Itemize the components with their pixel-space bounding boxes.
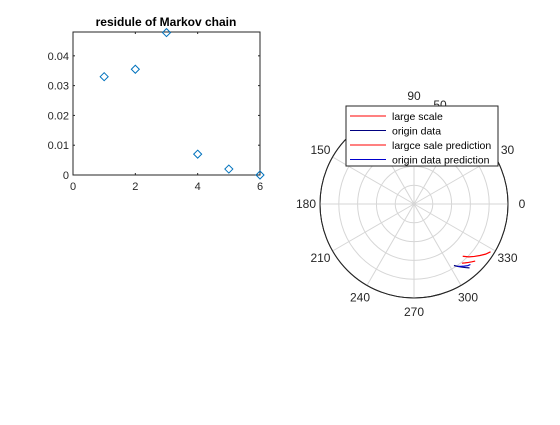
polar-theta-labels: 0306090120150180210240270300330 xyxy=(296,89,526,319)
scatter-y-ticks: 0 0.01 0.02 0.03 0.04 xyxy=(48,51,260,182)
x-tick-label: 2 xyxy=(132,181,138,193)
scatter-point xyxy=(130,64,141,74)
y-tick-label: 0.03 xyxy=(48,81,69,93)
polar-series xyxy=(453,251,491,269)
y-tick-label: 0.04 xyxy=(48,51,69,63)
polar-chart: 0306090120150180210240270300330 50 large… xyxy=(296,89,526,319)
polar-theta-label: 180 xyxy=(296,197,316,211)
polar-series-line-2 xyxy=(461,260,476,264)
polar-spoke xyxy=(366,203,415,286)
legend-label: origin data prediction xyxy=(392,155,490,167)
polar-theta-label: 270 xyxy=(404,305,424,319)
scatter-points xyxy=(99,27,265,180)
y-tick-label: 0.01 xyxy=(48,140,69,152)
legend-label: origin data xyxy=(392,126,441,138)
scatter-point xyxy=(99,71,109,82)
y-tick-label: 0 xyxy=(63,170,69,182)
polar-spoke xyxy=(413,203,462,286)
legend-label: largce sale prediction xyxy=(392,140,491,152)
scatter-axes-box xyxy=(72,31,261,176)
polar-series-line-1 xyxy=(453,264,470,269)
polar-theta-label: 240 xyxy=(350,291,370,305)
scatter-point xyxy=(255,170,265,180)
x-tick-label: 0 xyxy=(70,181,76,193)
polar-theta-label: 0 xyxy=(519,197,526,211)
scatter-point xyxy=(192,149,203,159)
polar-theta-label: 30 xyxy=(501,143,515,157)
polar-legend: large scale origin data largce sale predic… xyxy=(345,105,499,167)
polar-series-line-3 xyxy=(457,263,471,267)
x-tick-label: 4 xyxy=(195,181,201,193)
scatter-point xyxy=(161,27,172,38)
polar-spoke xyxy=(413,203,496,252)
y-tick-label: 0.02 xyxy=(48,110,69,122)
scatter-point xyxy=(224,164,234,174)
polar-spoke xyxy=(332,203,415,252)
polar-series-line-0 xyxy=(462,251,491,258)
polar-theta-label: 90 xyxy=(407,89,421,103)
scatter-title: residule of Markov chain xyxy=(96,15,237,29)
polar-theta-label: 210 xyxy=(310,251,330,265)
scatter-x-ticks: 0 2 4 6 xyxy=(70,32,263,193)
polar-theta-label: 300 xyxy=(458,291,478,305)
polar-theta-label: 150 xyxy=(310,143,330,157)
polar-theta-label: 330 xyxy=(498,251,518,265)
x-tick-label: 6 xyxy=(257,181,263,193)
legend-label: large scale xyxy=(392,111,443,123)
